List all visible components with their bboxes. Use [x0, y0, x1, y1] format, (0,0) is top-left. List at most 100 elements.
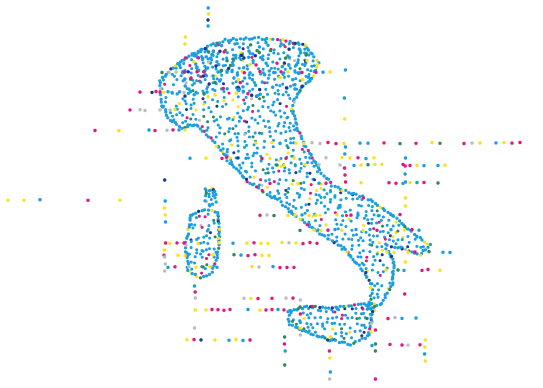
land-dot — [215, 118, 219, 122]
land-dot — [298, 217, 302, 221]
land-dot — [362, 224, 366, 227]
land-dot — [333, 310, 337, 314]
land-dot — [212, 221, 216, 225]
grid-dot — [296, 181, 300, 186]
grid-dot — [230, 69, 234, 74]
land-dot — [251, 73, 255, 77]
land-dot — [216, 236, 221, 240]
land-dot — [183, 246, 188, 250]
land-dot — [310, 64, 314, 68]
land-dot — [186, 268, 190, 272]
land-dot — [319, 186, 323, 190]
land-dot — [163, 82, 167, 86]
land-dot — [304, 43, 308, 47]
grid-dot — [285, 265, 289, 270]
land-dot — [196, 74, 200, 77]
land-dot — [348, 208, 352, 212]
land-dot — [329, 198, 333, 201]
land-dot — [189, 103, 193, 107]
land-dot — [369, 286, 373, 290]
land-dot — [208, 56, 213, 60]
land-dot — [246, 46, 250, 49]
grid-dot — [373, 349, 378, 353]
grid-dot — [260, 156, 264, 161]
land-dot — [335, 315, 339, 319]
land-dot — [309, 323, 313, 326]
land-dot — [357, 203, 361, 207]
land-dot — [322, 188, 326, 192]
land-dot — [204, 133, 208, 137]
land-dot — [234, 80, 238, 84]
land-dot — [362, 330, 366, 334]
land-dot — [293, 41, 297, 46]
land-dot — [370, 199, 375, 204]
grid-dot — [182, 241, 186, 245]
land-dot — [313, 316, 317, 320]
land-dot — [302, 150, 306, 154]
land-dot — [315, 65, 319, 69]
land-dot — [304, 53, 308, 57]
land-dot — [338, 322, 342, 326]
land-dot — [318, 213, 322, 217]
land-dot — [223, 132, 227, 136]
land-dot — [339, 198, 343, 202]
land-dot — [326, 237, 330, 241]
land-dot — [209, 110, 213, 114]
land-dot — [164, 108, 168, 112]
grid-dot — [462, 141, 466, 146]
land-dot — [350, 247, 354, 251]
land-dot — [297, 47, 301, 51]
land-dot — [254, 169, 257, 173]
land-dot — [241, 89, 245, 94]
grid-dot — [298, 298, 302, 302]
land-dot — [356, 238, 360, 242]
land-dot — [309, 152, 313, 157]
grid-dot — [343, 173, 347, 177]
grid-dot — [118, 198, 122, 202]
land-dot — [381, 224, 384, 228]
land-dot — [228, 161, 232, 166]
grid-dot — [356, 213, 360, 217]
grid-dot — [246, 307, 250, 312]
land-dot — [266, 119, 270, 123]
land-dot — [262, 145, 266, 149]
land-dot — [203, 267, 207, 271]
land-dot — [331, 327, 335, 331]
grid-dot — [248, 338, 252, 342]
land-dot — [185, 116, 189, 120]
land-dot — [226, 39, 231, 43]
land-dot — [284, 139, 288, 142]
land-dot — [365, 307, 369, 311]
land-dot — [357, 243, 361, 247]
land-dot — [387, 218, 391, 222]
land-dot — [268, 130, 272, 134]
land-dot — [376, 295, 380, 299]
land-dot — [310, 161, 314, 165]
land-dot — [200, 225, 204, 229]
land-dot — [370, 221, 373, 225]
land-dot — [225, 56, 229, 60]
land-dot — [199, 75, 203, 79]
land-dot — [202, 108, 206, 112]
land-dot — [265, 81, 269, 85]
land-dot — [326, 233, 330, 237]
land-dot — [260, 132, 264, 135]
land-dot — [236, 85, 240, 90]
grid-dot — [366, 163, 370, 167]
grid-dot — [228, 156, 232, 160]
land-dot — [301, 218, 305, 222]
land-dot — [370, 209, 374, 213]
land-dot — [215, 253, 219, 257]
land-dot — [369, 307, 373, 311]
land-dot — [299, 166, 303, 170]
grid-dot — [192, 284, 197, 288]
land-dot — [361, 196, 366, 200]
land-dot — [169, 67, 173, 71]
land-dot — [304, 81, 308, 85]
land-dot — [248, 181, 252, 185]
grid-dot — [154, 89, 158, 94]
land-dot — [259, 72, 263, 76]
land-dot — [263, 139, 266, 143]
land-dot — [330, 232, 334, 236]
